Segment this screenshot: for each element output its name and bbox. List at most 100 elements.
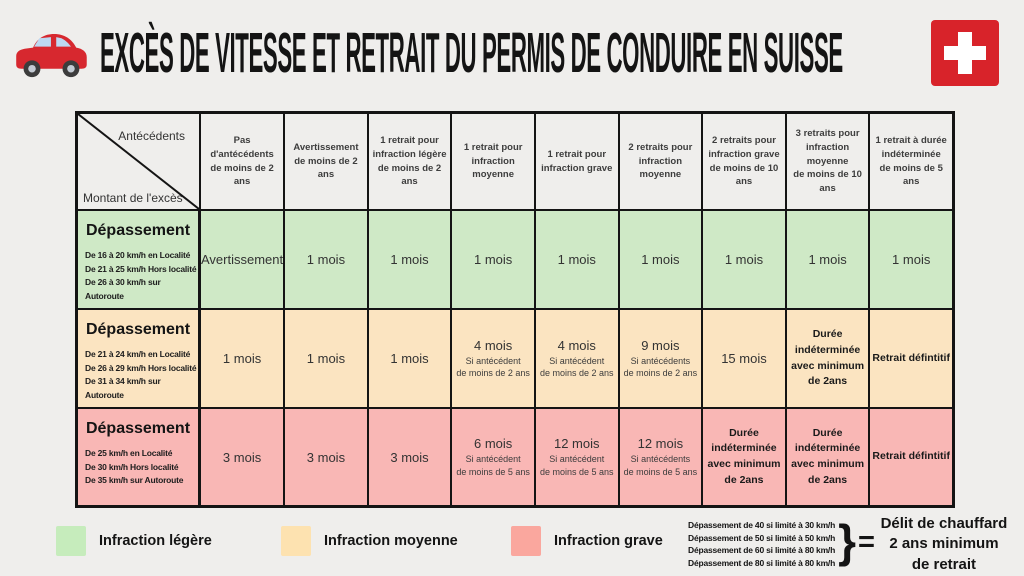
cell-value: 1 mois: [641, 252, 680, 267]
corner-label-montant: Montant de l'excès: [83, 191, 183, 205]
row-conditions: De 16 à 20 km/h en Localité De 21 à 25 k…: [85, 250, 197, 301]
row-title: Dépassement: [85, 321, 191, 338]
cell-value: 1 mois: [724, 252, 764, 267]
cell-value: 1 mois: [557, 252, 596, 267]
cell-value: 1 mois: [474, 252, 513, 267]
infraction-table: Antécédents Montant de l'excès Pas d'ant…: [75, 111, 955, 508]
car-icon: [16, 34, 87, 78]
cell-note: Si antécédent de moins de 5 ans: [456, 454, 530, 477]
flag-cross-horizontal: [944, 46, 986, 60]
table-cell: 1 mois: [366, 308, 451, 407]
column-header: Pas d'antécédents de moins de 2 ans: [199, 114, 283, 209]
table-cell: 12 mois Si antécédent de moins de 5 ans: [533, 407, 618, 505]
cell-value: 1 mois: [892, 252, 931, 267]
table-cell: Durée indéterminée avec minimum de 2ans: [701, 407, 785, 505]
table-cell: 15 mois: [701, 308, 785, 407]
column-header: 1 retrait à durée indéterminée de moins …: [868, 114, 952, 209]
swiss-flag-icon: [931, 20, 999, 86]
table-cell: 6 mois Si antécédent de moins de 5 ans: [450, 407, 534, 505]
cell-value: 3 mois: [306, 449, 346, 465]
row-title: Dépassement: [85, 420, 191, 437]
column-header: 3 retraits pour infraction moyenne de mo…: [784, 114, 869, 209]
table-cell: 4 mois Si antécédent de moins de 2 ans: [450, 308, 534, 407]
legend-item: Infraction moyenne: [281, 526, 458, 556]
table-cell: 1 mois: [784, 209, 869, 308]
cell-value: 3 mois: [390, 449, 429, 465]
equals-glyph: =: [858, 525, 875, 558]
column-header: 1 retrait pour infraction légère de moin…: [366, 114, 451, 209]
cell-value: Durée indéterminée avec minimum de 2ans: [791, 328, 865, 388]
column-header: 1 retrait pour infraction grave: [533, 114, 618, 209]
table-cell: 4 mois Si antécédent de moins de 2 ans: [533, 308, 618, 407]
cell-value: 1 mois: [808, 252, 847, 267]
table-corner-cell: Antécédents Montant de l'excès: [78, 114, 199, 209]
column-header: 2 retraits pour infraction moyenne: [617, 114, 702, 209]
table-cell: 1 mois: [868, 209, 952, 308]
legend-item: Infraction grave: [511, 526, 663, 556]
cell-value: 15 mois: [721, 351, 767, 366]
cell-value: Durée indéterminée avec minimum de 2ans: [707, 426, 781, 486]
chauffard-note: Dépassement de 40 si limité à 30 km/h Dé…: [688, 514, 1008, 575]
row-conditions: De 21 à 24 km/h en Localité De 26 à 29 k…: [85, 349, 197, 400]
cell-value: 1 mois: [306, 252, 346, 267]
column-header: 1 retrait pour infraction moyenne: [450, 114, 534, 209]
table-cell: Durée indéterminée avec minimum de 2ans: [784, 308, 869, 407]
cell-value: 1 mois: [390, 252, 429, 267]
cell-note: Si antécédent de moins de 2 ans: [456, 355, 530, 378]
cell-value: 3 mois: [222, 449, 262, 465]
cell-note: Si antécédent de moins de 2 ans: [539, 355, 614, 378]
table-cell: 9 mois Si antécédents de moins de 2 ans: [617, 308, 702, 407]
table-cell: 1 mois: [283, 308, 367, 407]
cell-value: 1 mois: [306, 351, 346, 366]
table-cell: 1 mois: [701, 209, 785, 308]
cell-value: 1 mois: [222, 351, 262, 366]
chauffard-speed-lines: Dépassement de 40 si limité à 30 km/h Dé…: [688, 519, 836, 569]
cell-value: 12 mois: [637, 436, 684, 452]
legend-swatch: [511, 526, 541, 556]
legend: Infraction légère Infraction moyenne Infra…: [0, 516, 690, 574]
cell-value: Avertissement: [201, 252, 284, 267]
chauffard-result: Délit de chauffard 2 ans minimum de retr…: [880, 515, 1008, 573]
cell-value: 9 mois: [641, 337, 680, 353]
legend-label: Infraction légère: [99, 533, 212, 549]
cell-value: Durée indéterminée avec minimum de 2ans: [791, 426, 865, 486]
legend-item: Infraction légère: [56, 526, 212, 556]
legend-swatch: [56, 526, 86, 556]
cell-value: Retrait défintitif: [872, 450, 950, 463]
table-cell: 3 mois: [283, 407, 367, 505]
cell-value: Retrait défintitif: [872, 351, 950, 364]
cell-note: Si antécédent de moins de 5 ans: [539, 454, 614, 477]
table-cell: 1 mois: [283, 209, 367, 308]
legend-swatch: [281, 526, 311, 556]
row-conditions: De 25 km/h en Localité De 30 km/h Hors l…: [85, 448, 184, 486]
cell-note: Si antécédents de moins de 5 ans: [623, 454, 698, 477]
cell-value: 6 mois: [474, 436, 513, 452]
row-header: Dépassement De 25 km/h en Localité De 30 …: [78, 407, 199, 505]
table-cell: 1 mois: [533, 209, 618, 308]
column-header: Avertissement de moins de 2 ans: [283, 114, 367, 209]
cell-value: 1 mois: [390, 351, 429, 366]
row-header: Dépassement De 21 à 24 km/h en Localité D…: [78, 308, 199, 407]
row-title: Dépassement: [85, 222, 191, 239]
table-cell: 1 mois: [366, 209, 451, 308]
legend-label: Infraction moyenne: [324, 533, 458, 549]
table-cell: Avertissement: [199, 209, 284, 308]
table-cell: Retrait défintitif: [868, 407, 952, 505]
page-title: EXCÈS DE VITESSE ET RETRAIT DU PERMIS DE…: [100, 21, 843, 85]
diagonal-divider: [78, 114, 199, 209]
row-header: Dépassement De 16 à 20 km/h en Localité D…: [78, 209, 199, 308]
legend-label: Infraction grave: [554, 533, 663, 549]
corner-label-antecedents: Antécédents: [118, 129, 185, 143]
cell-value: 12 mois: [553, 436, 600, 452]
table-cell: 12 mois Si antécédents de moins de 5 ans: [617, 407, 702, 505]
column-header: 2 retraits pour infraction grave de moin…: [701, 114, 785, 209]
table-cell: Retrait défintitif: [868, 308, 952, 407]
table-cell: Durée indéterminée avec minimum de 2ans: [784, 407, 869, 505]
table-cell: 3 mois: [199, 407, 284, 505]
table-cell: 1 mois: [450, 209, 534, 308]
brace-glyph: }: [838, 514, 856, 567]
cell-note: Si antécédents de moins de 2 ans: [623, 355, 698, 378]
table-cell: 1 mois: [199, 308, 284, 407]
table-cell: 1 mois: [617, 209, 702, 308]
